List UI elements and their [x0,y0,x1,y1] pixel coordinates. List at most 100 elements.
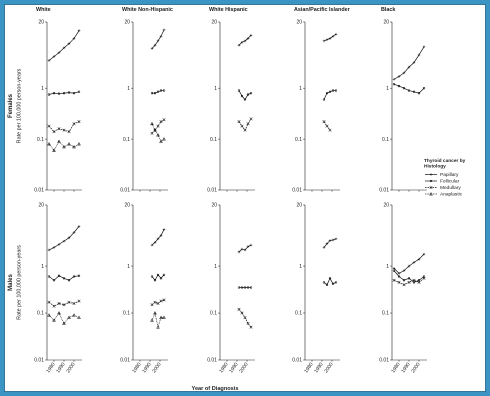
series-females-white-anaplastic [47,139,81,152]
point-females-white-non-hispanic-papillary-0 [150,47,154,50]
point-males-white-hispanic-follicular-0 [237,286,241,289]
point-females-white-papillary-3 [62,46,66,50]
y-tick-label-males-asian-pacific-islander-3: 0.01 [292,358,302,364]
point-females-white-hispanic-medullary-2 [243,128,247,132]
point-males-white-non-hispanic-medullary-3 [159,299,163,303]
line-females-black-follicular [393,83,425,94]
point-males-white-non-hispanic-follicular-3 [159,277,163,280]
point-females-white-non-hispanic-papillary-1 [153,43,157,47]
legend-label-papillary: Papillary [440,172,459,178]
point-females-white-non-hispanic-medullary-2 [156,124,160,128]
point-females-asian-pacific-islander-follicular-0 [322,98,326,101]
point-females-white-medullary-2 [57,127,61,131]
column-title-black: Black [381,7,395,13]
point-males-black-follicular-6 [422,275,426,278]
point-females-white-medullary-5 [72,122,76,126]
point-females-white-papillary-5 [72,37,76,40]
line-males-white-non-hispanic-anaplastic [151,311,164,329]
series-females-asian-pacific-islander-papillary [322,32,338,43]
point-males-black-papillary-3 [407,264,411,268]
panel-females-white-hispanic: 20 1 0.1 0.01 [207,20,255,194]
point-males-white-non-hispanic-papillary-3 [159,234,163,237]
x-tick-label-males-black-2: 2000 [410,362,421,375]
point-females-white-non-hispanic-anaplastic-2 [156,133,160,137]
point-males-asian-pacific-islander-follicular-3 [331,282,335,285]
point-males-white-hispanic-medullary-4 [249,325,253,329]
x-tick-label-males-asian-pacific-islander-1: 1990 [313,362,324,375]
series-males-white-non-hispanic-anaplastic [150,311,166,329]
point-males-white-non-hispanic-medullary-2 [156,301,160,305]
series-females-white-medullary [47,120,81,134]
point-males-white-hispanic-papillary-0 [237,250,241,254]
panel-females-asian-pacific-islander: 20 1 0.1 0.01 [292,20,340,194]
point-females-black-follicular-3 [407,89,411,92]
point-females-white-non-hispanic-papillary-4 [162,28,166,32]
point-females-white-non-hispanic-papillary-3 [159,34,163,38]
y-tick-label-females-black-0: 20 [383,20,389,26]
y-tick-label-males-white-hispanic-2: 0.1 [210,311,217,317]
y-tick-label-males-white-1: 1 [41,264,44,270]
point-males-white-follicular-1 [52,279,56,282]
series-males-white-anaplastic [47,311,81,325]
y-tick-label-females-white-2: 0.1 [37,137,44,143]
point-females-white-non-hispanic-anaplastic-0 [150,121,154,126]
point-females-asian-pacific-islander-follicular-2 [328,90,332,93]
y-axis-label-females: Rate per 100,000 person-years [17,68,23,143]
series-females-black-papillary [392,45,426,81]
x-tick-label-males-black-0: 1980 [390,362,401,375]
point-females-white-hispanic-follicular-4 [249,91,253,95]
point-males-black-medullary-1 [397,280,401,284]
point-males-white-hispanic-papillary-3 [246,245,250,248]
x-tick-label-males-white-non-hispanic-2: 2000 [151,362,162,375]
point-females-white-hispanic-medullary-3 [246,122,250,126]
legend-label-follicular: Follicular [440,179,460,185]
y-tick-label-females-asian-pacific-islander-2: 0.1 [295,137,302,143]
point-males-white-medullary-3 [62,303,66,307]
y-tick-label-females-white-hispanic-3: 0.01 [207,188,217,194]
point-females-white-papillary-2 [57,51,61,54]
point-females-white-non-hispanic-papillary-2 [156,39,160,43]
point-females-white-medullary-1 [52,130,56,134]
point-females-white-non-hispanic-follicular-0 [150,91,154,95]
point-males-white-non-hispanic-papillary-4 [162,228,166,231]
point-males-white-hispanic-medullary-2 [243,316,247,320]
series-females-white-follicular [47,90,81,96]
x-tick-label-males-white-2: 2000 [65,362,76,375]
point-males-white-follicular-3 [62,277,66,280]
point-females-white-anaplastic-1 [52,148,56,152]
panel-females-white: 20 1 0.1 0.01 [34,20,82,194]
point-females-white-non-hispanic-anaplastic-4 [162,137,166,141]
y-tick-label-females-white-non-hispanic-2: 0.1 [123,137,130,143]
point-males-white-non-hispanic-follicular-1 [153,279,157,282]
point-males-black-follicular-1 [397,275,401,278]
point-males-white-anaplastic-3 [62,321,66,325]
legend-entry-medullary: Medullary [425,185,461,191]
x-tick-label-males-black-1: 1990 [400,362,411,375]
point-females-black-papillary-1 [397,75,401,78]
point-males-black-papillary-2 [402,269,406,272]
point-females-white-non-hispanic-medullary-0 [150,131,154,135]
y-tick-label-males-black-1: 1 [386,264,389,270]
point-males-black-follicular-0 [392,269,396,272]
point-males-white-non-hispanic-medullary-1 [153,300,157,304]
series-males-black-papillary [392,252,426,275]
y-tick-label-males-white-non-hispanic-2: 0.1 [123,311,130,317]
point-females-white-follicular-2 [57,92,61,95]
point-males-white-non-hispanic-follicular-2 [156,273,160,277]
point-females-asian-pacific-islander-papillary-3 [331,34,335,38]
point-females-white-medullary-6 [77,120,81,124]
point-males-white-non-hispanic-anaplastic-1 [153,311,157,315]
point-females-white-non-hispanic-medullary-4 [162,118,166,122]
row-label-males: Males [8,274,14,291]
point-females-white-follicular-0 [47,93,51,96]
point-females-white-hispanic-medullary-4 [249,117,253,121]
legend-label-medullary: Medullary [440,185,461,191]
series-males-black-follicular [392,269,426,284]
x-axis-label: Year of Diagnosis [192,386,239,392]
point-females-black-follicular-1 [397,84,401,88]
point-males-white-papillary-6 [77,225,81,228]
